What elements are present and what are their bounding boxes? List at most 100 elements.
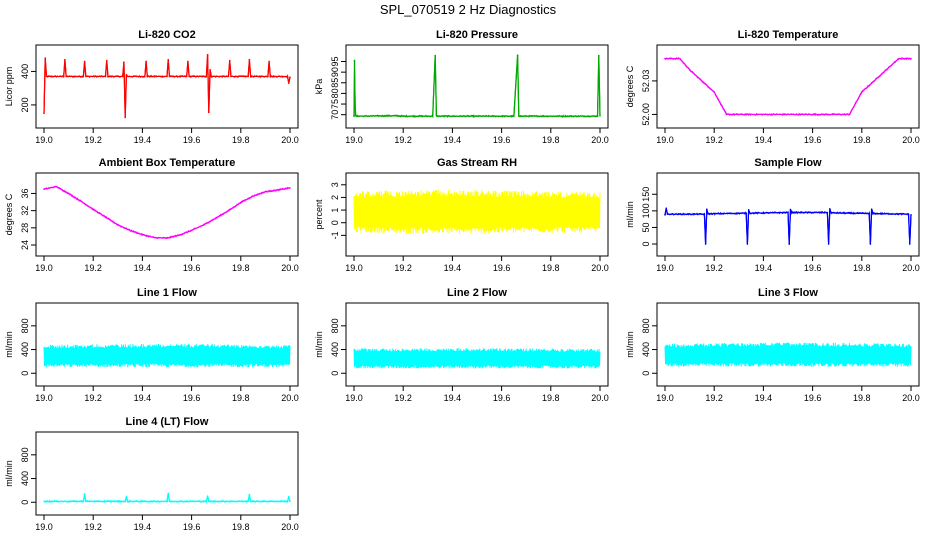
series-segment <box>885 58 900 71</box>
series-segment <box>203 217 217 226</box>
series-segment <box>689 69 703 82</box>
y-axis-label: Licor ppm <box>4 67 14 107</box>
y-tick-label: 2 <box>330 195 340 200</box>
x-tick-label: 19.4 <box>134 522 152 532</box>
series-segment <box>436 115 438 117</box>
series-segment <box>248 494 252 502</box>
series-segment <box>208 69 211 113</box>
data-layer <box>353 54 601 119</box>
panel-title: Sample Flow <box>754 157 822 169</box>
series-segment <box>873 69 887 82</box>
y-tick-label: 400 <box>20 64 30 79</box>
x-tick-label: 19.2 <box>84 393 102 403</box>
x-tick-label: 19.8 <box>542 263 560 273</box>
y-tick-label: 800 <box>330 318 340 333</box>
series-segment <box>83 493 87 502</box>
panel-6: Sample Flow 19.0 19.2 19.4 19.6 19.8 20.0 0 50 10… <box>625 157 920 273</box>
y-axis-label: degrees C <box>625 65 635 107</box>
series-trace <box>353 55 601 119</box>
x-tick-label: 19.0 <box>656 393 674 403</box>
x-tick-label: 19.0 <box>345 135 363 145</box>
y-tick-label: 52.00 <box>641 103 651 126</box>
series-segment <box>746 209 750 245</box>
series-band <box>353 348 601 369</box>
y-tick-label: 52.03 <box>641 70 651 93</box>
x-tick-label: 19.4 <box>444 135 462 145</box>
x-tick-label: 19.8 <box>853 263 871 273</box>
y-axis-label: ml/min <box>625 201 635 228</box>
x-tick-label: 19.4 <box>755 263 773 273</box>
x-tick-label: 19.0 <box>35 135 53 145</box>
y-tick-label: 150 <box>641 187 651 202</box>
series-segment <box>789 209 793 213</box>
series-segment <box>125 74 129 77</box>
series-segment <box>43 185 57 190</box>
series-segment <box>167 493 171 502</box>
series-segment <box>209 69 212 77</box>
y-tick-label: 0 <box>20 371 30 376</box>
y-tick-label: 800 <box>641 318 651 333</box>
y-tick-label: 800 <box>20 447 30 462</box>
x-tick-label: 19.2 <box>705 263 723 273</box>
panel-title: Gas Stream RH <box>437 157 517 169</box>
panel-title: Line 1 Flow <box>137 287 197 299</box>
y-tick-label: 0 <box>641 371 651 376</box>
y-tick-label: 28 <box>20 223 30 233</box>
x-tick-label: 19.4 <box>755 393 773 403</box>
x-tick-label: 19.6 <box>804 263 822 273</box>
x-tick-label: 19.2 <box>705 135 723 145</box>
y-tick-label: 90 <box>330 67 340 77</box>
series-segment <box>145 61 148 77</box>
y-tick-label: 0 <box>330 220 340 225</box>
series-segment <box>748 209 751 214</box>
y-tick-label: 400 <box>330 342 340 357</box>
series-segment <box>713 91 728 115</box>
plot-frame <box>35 172 299 257</box>
series-segment <box>179 229 192 236</box>
panel-title: Line 3 Flow <box>758 287 818 299</box>
figure-title: SPL_070519 2 Hz Diagnostics <box>379 2 557 17</box>
panel-title: Line 4 (LT) Flow <box>126 416 209 428</box>
panel-7: Line 1 Flow 19.0 19.2 19.4 19.6 19.8 20.0 0 400 8… <box>4 287 299 403</box>
x-tick-label: 19.6 <box>493 263 511 273</box>
x-tick-label: 20.0 <box>591 135 609 145</box>
y-tick-label: 200 <box>20 97 30 112</box>
series-segment <box>142 234 155 239</box>
x-tick-label: 19.2 <box>84 522 102 532</box>
series-segment <box>848 91 863 115</box>
x-tick-label: 19.0 <box>345 263 363 273</box>
series-segment <box>265 189 278 193</box>
x-tick-label: 19.8 <box>542 393 560 403</box>
series-segment <box>708 212 747 215</box>
series-segment <box>432 55 436 117</box>
x-tick-label: 19.8 <box>853 135 871 145</box>
series-segment <box>56 186 69 194</box>
y-tick-label: 400 <box>20 471 30 486</box>
data-layer <box>664 342 912 367</box>
x-tick-label: 19.4 <box>755 135 773 145</box>
x-tick-label: 20.0 <box>281 522 299 532</box>
data-layer <box>43 185 291 240</box>
series-band <box>353 189 601 234</box>
series-segment <box>248 59 252 77</box>
x-tick-label: 19.2 <box>84 135 102 145</box>
x-tick-label: 19.8 <box>232 522 250 532</box>
y-axis-label: ml/min <box>4 460 14 487</box>
x-tick-label: 19.6 <box>804 135 822 145</box>
x-tick-label: 19.0 <box>656 263 674 273</box>
series-segment <box>187 61 190 77</box>
series-segment <box>207 496 210 502</box>
x-tick-label: 19.8 <box>232 263 250 273</box>
x-tick-label: 19.8 <box>232 135 250 145</box>
x-tick-label: 19.4 <box>444 393 462 403</box>
panel-5: Gas Stream RH 19.0 19.2 19.4 19.6 19.8 20.0 -1 0… <box>314 157 609 273</box>
series-segment <box>749 211 789 214</box>
x-tick-label: 19.4 <box>134 135 152 145</box>
y-tick-label: 70 <box>330 110 340 120</box>
series-trace <box>43 54 291 118</box>
series-segment <box>513 55 519 117</box>
x-tick-label: 19.2 <box>705 393 723 403</box>
x-tick-label: 19.0 <box>35 522 53 532</box>
x-tick-label: 19.6 <box>183 135 201 145</box>
